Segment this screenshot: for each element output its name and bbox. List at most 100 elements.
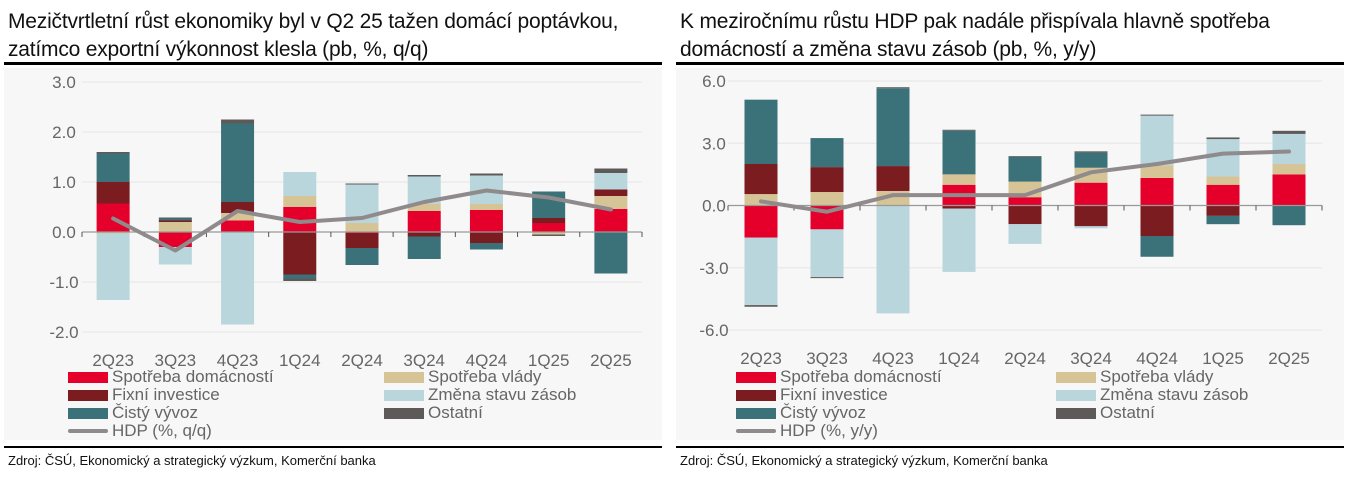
y-tick-label: -1.0 xyxy=(49,273,78,292)
legend-swatch xyxy=(736,407,776,419)
legend-item-spotreba-domacnosti: Spotřeba domácností xyxy=(736,368,942,386)
bar-segment-cisty-vyvoz xyxy=(96,153,130,182)
bar-segment-cisty-vyvoz xyxy=(158,218,192,221)
legend-label: Změna stavu zásob xyxy=(1100,385,1249,404)
bar-segment-zmena-stavu-zasob xyxy=(96,233,130,300)
legend-swatch xyxy=(1056,371,1096,383)
bar-segment-cisty-vyvoz xyxy=(876,88,910,167)
source-note: Zdroj: ČSÚ, Ekonomický a strategický výz… xyxy=(8,453,376,468)
legend-swatch xyxy=(384,389,424,401)
legend-item-spotreba-vlady: Spotřeba vlády xyxy=(384,368,541,386)
bar-segment-spotreba-vlady xyxy=(96,232,130,234)
x-tick-label: 1Q24 xyxy=(938,349,980,368)
bar-segment-spotreba-vlady xyxy=(532,232,566,235)
bar-segment-zmena-stavu-zasob xyxy=(1008,224,1042,244)
bar-segment-cisty-vyvoz xyxy=(345,248,379,265)
bar-segment-cisty-vyvoz xyxy=(221,123,255,202)
legend-swatch xyxy=(736,429,776,433)
bar-segment-spotreba-vlady xyxy=(158,222,192,232)
y-tick-label: 1.0 xyxy=(52,173,76,192)
bar-segment-fixni-investice xyxy=(158,220,192,222)
bar-segment-cisty-vyvoz xyxy=(283,274,317,279)
x-tick-label: 2Q24 xyxy=(341,351,383,370)
bar-segment-zmena-stavu-zasob xyxy=(744,237,778,306)
bar-segment-zmena-stavu-zasob xyxy=(1206,139,1240,177)
bar-segment-ostatni xyxy=(1074,151,1108,153)
legend-label: Ostatní xyxy=(428,403,483,422)
bar-segment-ostatni xyxy=(1008,156,1042,157)
x-tick-label: 2Q24 xyxy=(1004,349,1046,368)
bar-segment-zmena-stavu-zasob xyxy=(942,208,976,272)
bar-segment-cisty-vyvoz xyxy=(1074,152,1108,168)
bar-segment-cisty-vyvoz xyxy=(1008,156,1042,182)
bar-segment-spotreba-domacnosti xyxy=(532,223,566,232)
chart-title: Mezičtvrtletní růst ekonomiky byl v Q2 2… xyxy=(8,10,619,61)
legend-swatch xyxy=(1056,389,1096,401)
x-tick-label: 2Q25 xyxy=(1268,349,1310,368)
bar-segment-spotreba-vlady xyxy=(1272,164,1306,175)
bar-segment-fixni-investice xyxy=(221,202,255,213)
source-rule xyxy=(4,446,662,448)
x-tick-label: 4Q24 xyxy=(1136,349,1178,368)
bar-segment-cisty-vyvoz xyxy=(1272,205,1306,226)
bar-segment-zmena-stavu-zasob xyxy=(1140,115,1174,166)
bar-segment-fixni-investice xyxy=(469,232,503,243)
y-tick-label: 3.0 xyxy=(52,73,76,92)
x-tick-label: 2Q23 xyxy=(740,349,782,368)
bar-segment-zmena-stavu-zasob xyxy=(158,247,192,265)
bar-segment-spotreba-vlady xyxy=(810,192,844,206)
x-tick-label: 3Q23 xyxy=(155,351,197,370)
bar-segment-spotreba-domacnosti xyxy=(1206,184,1240,206)
bar-segment-zmena-stavu-zasob xyxy=(594,173,628,190)
legend-label: Spotřeba domácností xyxy=(780,367,942,386)
legend-swatch xyxy=(68,429,108,433)
legend-swatch xyxy=(384,407,424,419)
bar-segment-ostatni xyxy=(158,217,192,219)
bar-segment-fixni-investice xyxy=(876,166,910,191)
bar-segment-zmena-stavu-zasob xyxy=(876,205,910,314)
bar-segment-spotreba-vlady xyxy=(345,223,379,232)
bar-segment-cisty-vyvoz xyxy=(1140,236,1174,257)
legend-swatch xyxy=(68,389,108,401)
bar-segment-ostatni xyxy=(221,119,255,124)
bar-segment-fixni-investice xyxy=(1008,205,1042,225)
bar-segment-cisty-vyvoz xyxy=(810,138,844,168)
bar-segment-spotreba-vlady xyxy=(221,213,255,221)
y-tick-label: -3.0 xyxy=(699,259,728,278)
y-tick-label: -2.0 xyxy=(49,323,78,342)
bar-segment-ostatni xyxy=(942,129,976,131)
bar-segment-fixni-investice xyxy=(942,205,976,209)
bar-segment-spotreba-domacnosti xyxy=(1008,197,1042,206)
legend-label: HDP (%, y/y) xyxy=(780,421,878,440)
bar-segment-spotreba-vlady xyxy=(1206,176,1240,185)
bar-segment-ostatni xyxy=(469,173,503,176)
bar-segment-fixni-investice xyxy=(594,189,628,196)
bar-segment-fixni-investice xyxy=(283,232,317,275)
bar-segment-ostatni xyxy=(876,87,910,89)
legend-item-ostatni: Ostatní xyxy=(384,404,483,422)
bar-segment-spotreba-domacnosti xyxy=(407,211,441,232)
stacked-bar-chart-qq: 3.0 2.0 1.0 0.0 -1.0 -2.0 2Q23 3Q23 4Q23 1Q24 2Q24… xyxy=(49,73,643,370)
y-tick-label: 2.0 xyxy=(52,123,76,142)
bar-segment-spotreba-domacnosti xyxy=(744,205,778,238)
bar-segment-fixni-investice xyxy=(1206,205,1240,216)
legend-swatch xyxy=(384,371,424,383)
bar-segment-cisty-vyvoz xyxy=(594,232,628,274)
bar-segment-cisty-vyvoz xyxy=(1206,215,1240,225)
legend-item-spotreba-domacnosti: Spotřeba domácností xyxy=(68,368,274,386)
legend-item-cisty-vyvoz: Čistý vývoz xyxy=(736,404,866,422)
bar-segment-cisty-vyvoz xyxy=(407,236,441,259)
legend-label: Změna stavu zásob xyxy=(428,385,577,404)
bar-segment-ostatni xyxy=(810,277,844,279)
bar-segment-spotreba-domacnosti xyxy=(469,210,503,232)
legend-label: Čistý vývoz xyxy=(112,403,198,422)
bar-segment-fixni-investice xyxy=(810,167,844,193)
bar-segment-zmena-stavu-zasob xyxy=(283,172,317,196)
bar-segment-ostatni xyxy=(96,152,130,154)
bar-segment-zmena-stavu-zasob xyxy=(1074,226,1108,229)
bar-segment-cisty-vyvoz xyxy=(942,130,976,175)
bar-segment-zmena-stavu-zasob xyxy=(221,232,255,325)
y-tick-label: -6.0 xyxy=(699,321,728,340)
bar-segment-spotreba-vlady xyxy=(594,196,628,209)
bar-segment-zmena-stavu-zasob xyxy=(810,229,844,278)
